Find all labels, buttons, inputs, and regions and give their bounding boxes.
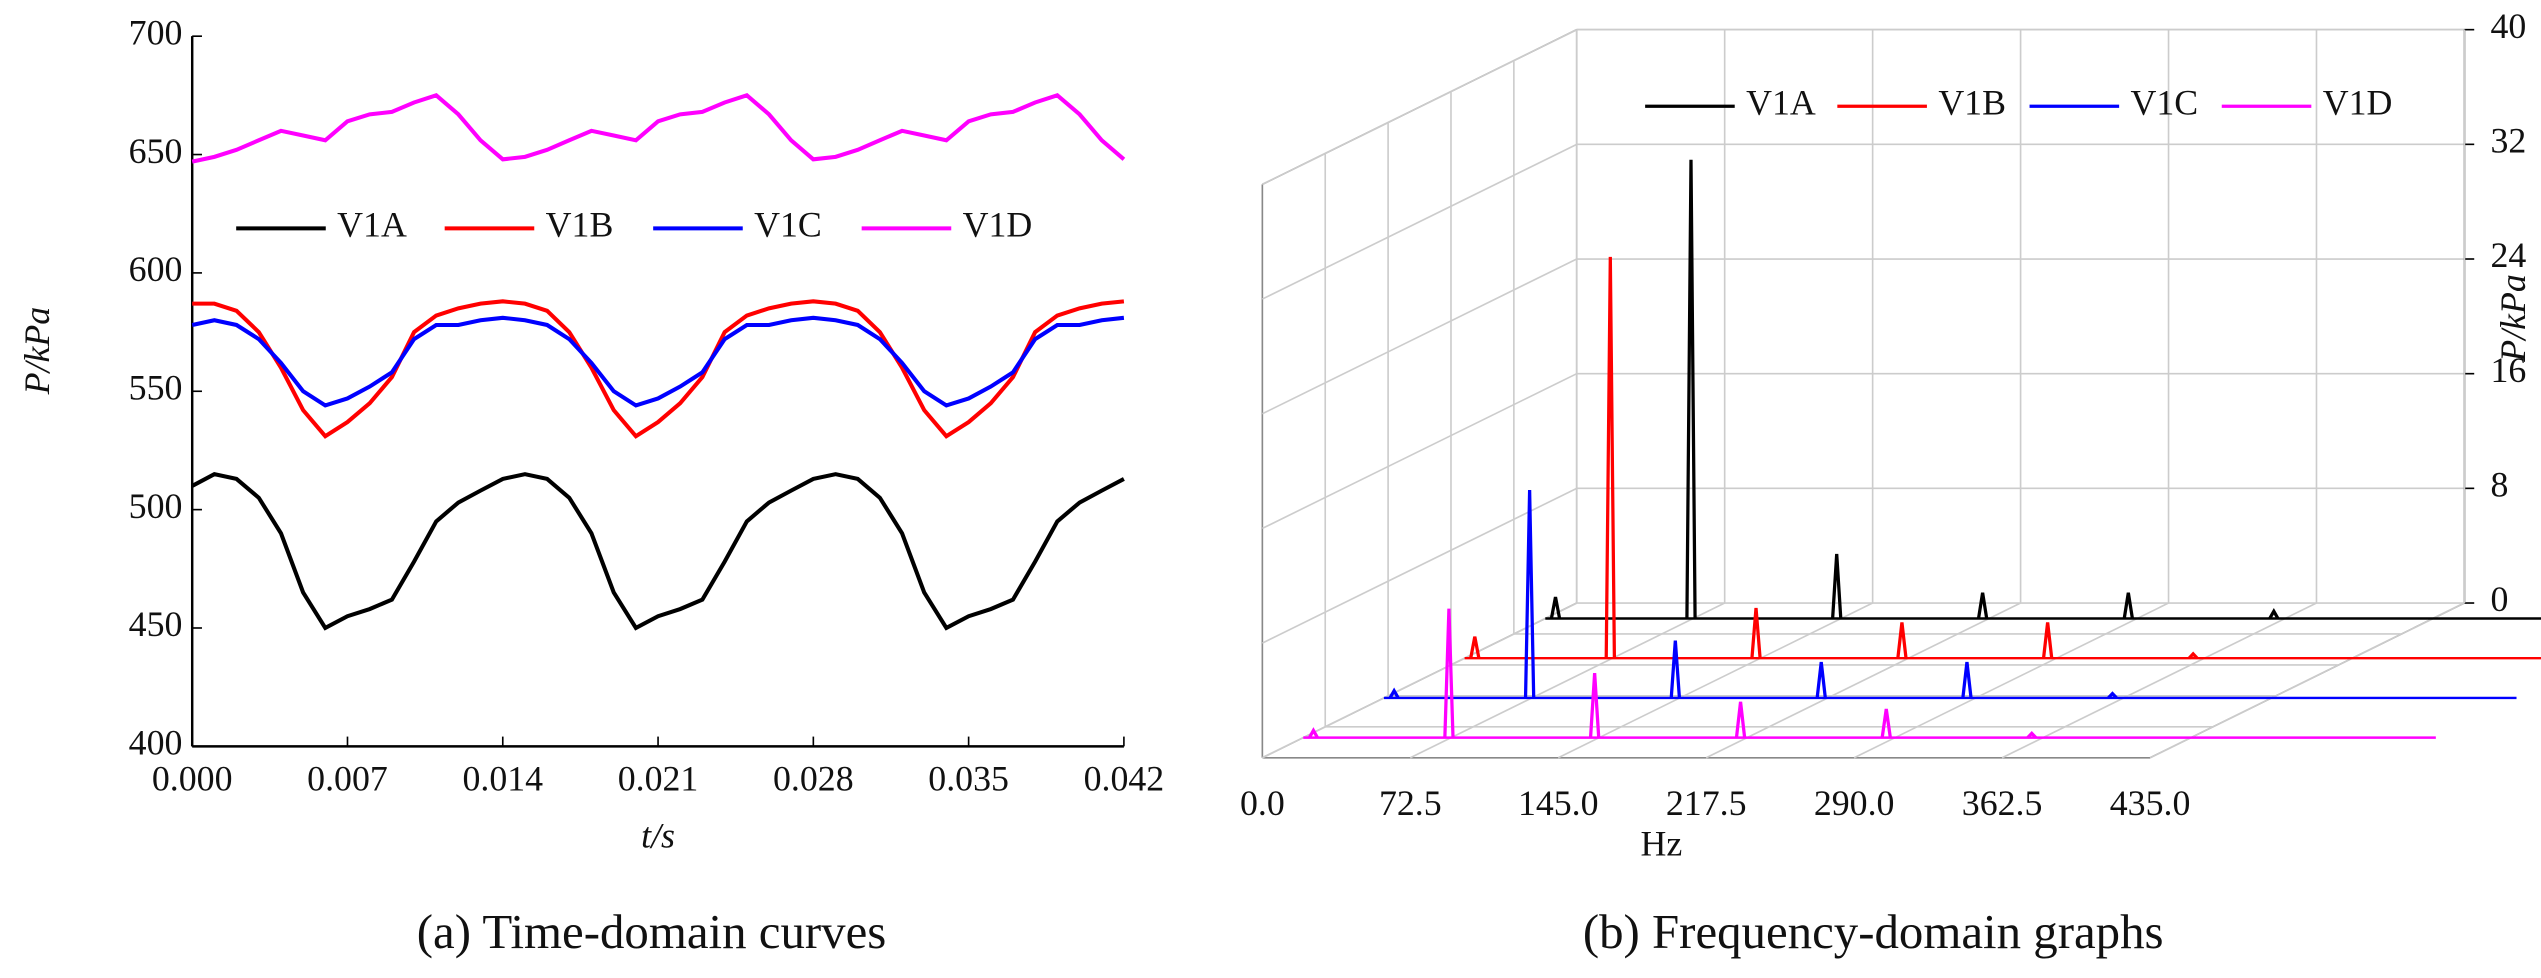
spectrum-peak	[1523, 490, 1536, 698]
spectrum-peak	[1588, 673, 1601, 738]
x-tick-label: 0.007	[307, 758, 388, 798]
grid-line	[2149, 602, 2465, 759]
legend-label: V1B	[546, 205, 614, 245]
x-tick-label: 0.0	[1240, 783, 1285, 823]
y-tick-label: 700	[129, 12, 183, 52]
y-tick-label: 400	[129, 723, 183, 763]
spectrum-peak	[1896, 622, 1908, 659]
z-tick-label: 40	[2491, 6, 2527, 46]
z-axis-label: P/kPa	[2493, 274, 2533, 363]
z-tick-label: 8	[2491, 465, 2509, 505]
grid-line	[1261, 487, 1578, 644]
grid-line	[1261, 372, 1578, 530]
spectrum-peak	[1469, 636, 1481, 659]
spectrum-peak	[2041, 622, 2054, 659]
grid-line	[1409, 602, 1726, 759]
z-tick-label: 0	[2491, 579, 2509, 619]
series-line	[192, 299, 1125, 439]
spectrum-peak	[1880, 708, 1892, 738]
spectrum-peak	[2107, 691, 2118, 700]
grid-line	[1261, 143, 1578, 300]
grid-line	[1261, 258, 1578, 415]
legend-label: V1C	[754, 205, 822, 245]
spectrum-peak	[1750, 607, 1762, 659]
series-line	[191, 315, 1125, 408]
x-tick-label: 217.5	[1666, 783, 1747, 823]
series-line	[191, 93, 1126, 164]
caption: (a) Time-domain curves	[417, 904, 887, 959]
x-tick-label: 0.000	[152, 758, 233, 798]
x-tick-label: 0.035	[928, 758, 1009, 798]
spectrum-peak	[2187, 651, 2199, 660]
legend-label: V1A	[1746, 82, 1816, 122]
grid-line	[1557, 602, 1873, 759]
spectrum-peak	[1604, 256, 1617, 659]
x-tick-label: 0.021	[618, 758, 699, 798]
legend-label: V1B	[1938, 82, 2006, 122]
grid-line	[2001, 602, 2317, 759]
legend-label: V1D	[963, 205, 1033, 245]
x-tick-label: 72.5	[1379, 783, 1442, 823]
spectrum-peak	[1734, 701, 1747, 738]
spectrum-peak	[1976, 592, 1989, 619]
x-tick-label: 290.0	[1814, 783, 1895, 823]
spectrum-peak	[1815, 661, 1827, 699]
x-tick-label: 145.0	[1518, 783, 1599, 823]
z-tick-label: 32	[2491, 121, 2527, 161]
z-tick-label: 16	[2491, 350, 2527, 390]
legend-label: V1D	[2323, 82, 2393, 122]
z-tick-label: 24	[2491, 235, 2527, 275]
spectrum-peak	[2268, 608, 2280, 620]
x-tick-label: 362.5	[1962, 783, 2043, 823]
series-line	[191, 472, 1125, 631]
spectrum-peak	[1669, 640, 1682, 699]
spectrum-peak	[1830, 553, 1843, 619]
spectrum-peak	[2122, 592, 2135, 619]
spectrum-peak	[1549, 596, 1562, 619]
y-tick-label: 500	[129, 486, 183, 526]
spectrum-peak	[1685, 159, 1697, 619]
grid-line	[1261, 28, 1578, 186]
y-tick-label: 450	[129, 604, 183, 644]
x-tick-label: 435.0	[2110, 783, 2191, 823]
y-axis-label: P/kPa	[17, 307, 57, 396]
legend-label: V1A	[337, 205, 407, 245]
y-tick-label: 600	[129, 249, 183, 289]
legend-label: V1C	[2131, 82, 2199, 122]
x-axis-label: Hz	[1641, 824, 1683, 864]
caption: (b) Frequency-domain graphs	[1583, 904, 2164, 959]
y-tick-label: 550	[129, 367, 183, 407]
spectrum-peak	[1307, 727, 1319, 739]
spectrum-peak	[2026, 730, 2038, 739]
spectrum-peak	[1961, 661, 1973, 699]
x-axis-label: t/s	[641, 815, 675, 855]
x-tick-label: 0.042	[1084, 758, 1165, 798]
spectrum-peak	[1388, 687, 1400, 699]
x-tick-label: 0.028	[773, 758, 854, 798]
y-tick-label: 650	[129, 131, 183, 171]
x-tick-label: 0.014	[462, 758, 543, 798]
grid-line	[1853, 602, 2169, 759]
grid-line	[1705, 602, 2021, 759]
spectrum-peak	[1443, 608, 1455, 738]
